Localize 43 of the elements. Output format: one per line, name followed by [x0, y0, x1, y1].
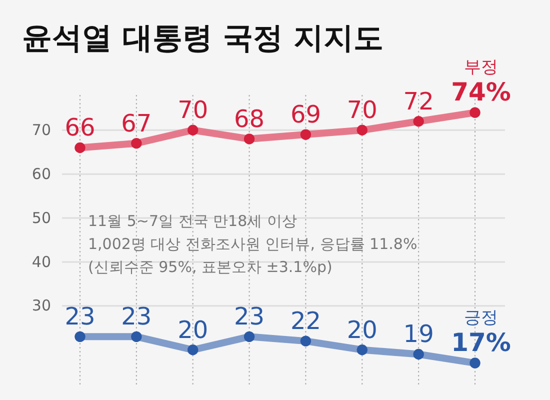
annotation: 11월 5~7일 전국 만18세 이상 — [88, 212, 297, 230]
y-tick-label: 70 — [32, 120, 51, 139]
point — [131, 331, 142, 342]
data-label: 17% — [451, 328, 511, 358]
data-label: 23 — [121, 302, 152, 331]
chart-title: 윤석열 대통령 국정 지지도 — [22, 21, 384, 56]
point — [300, 129, 312, 140]
data-label: 69 — [290, 100, 321, 129]
point — [356, 344, 368, 356]
data-label: 23 — [64, 302, 96, 331]
y-tick-label: 50 — [32, 208, 51, 227]
data-label: 20 — [346, 316, 378, 344]
point — [470, 358, 480, 368]
point — [244, 331, 255, 342]
annotation: 1,002명 대상 전화조사원 인터뷰, 응답률 11.8% — [88, 235, 418, 253]
data-label: 67 — [121, 109, 152, 138]
point — [188, 344, 198, 356]
data-label: 22 — [290, 307, 321, 336]
y-tick-label: 40 — [32, 252, 51, 271]
point — [74, 331, 86, 342]
data-label: 20 — [178, 316, 208, 344]
y-tick-label: 30 — [32, 296, 51, 315]
point — [131, 138, 142, 149]
data-label: 19 — [403, 320, 434, 348]
point — [74, 142, 86, 154]
y-tick-label: 60 — [32, 164, 51, 183]
series-label: 긍정 — [464, 308, 498, 328]
point — [188, 124, 198, 136]
point — [300, 336, 312, 346]
point — [413, 116, 424, 127]
point — [470, 107, 480, 118]
data-label: 70 — [178, 96, 208, 124]
series-label: 부정 — [464, 58, 498, 78]
point — [413, 348, 424, 360]
data-label: 70 — [346, 96, 378, 124]
annotation: (신뢰수준 95%, 표본오차 ±3.1%p) — [88, 258, 332, 276]
data-label: 72 — [403, 87, 434, 116]
data-label: 23 — [234, 302, 265, 331]
point — [244, 134, 255, 144]
data-label: 66 — [64, 114, 96, 142]
data-label: 68 — [234, 104, 265, 133]
point — [356, 124, 368, 136]
data-label: 74% — [451, 78, 511, 107]
